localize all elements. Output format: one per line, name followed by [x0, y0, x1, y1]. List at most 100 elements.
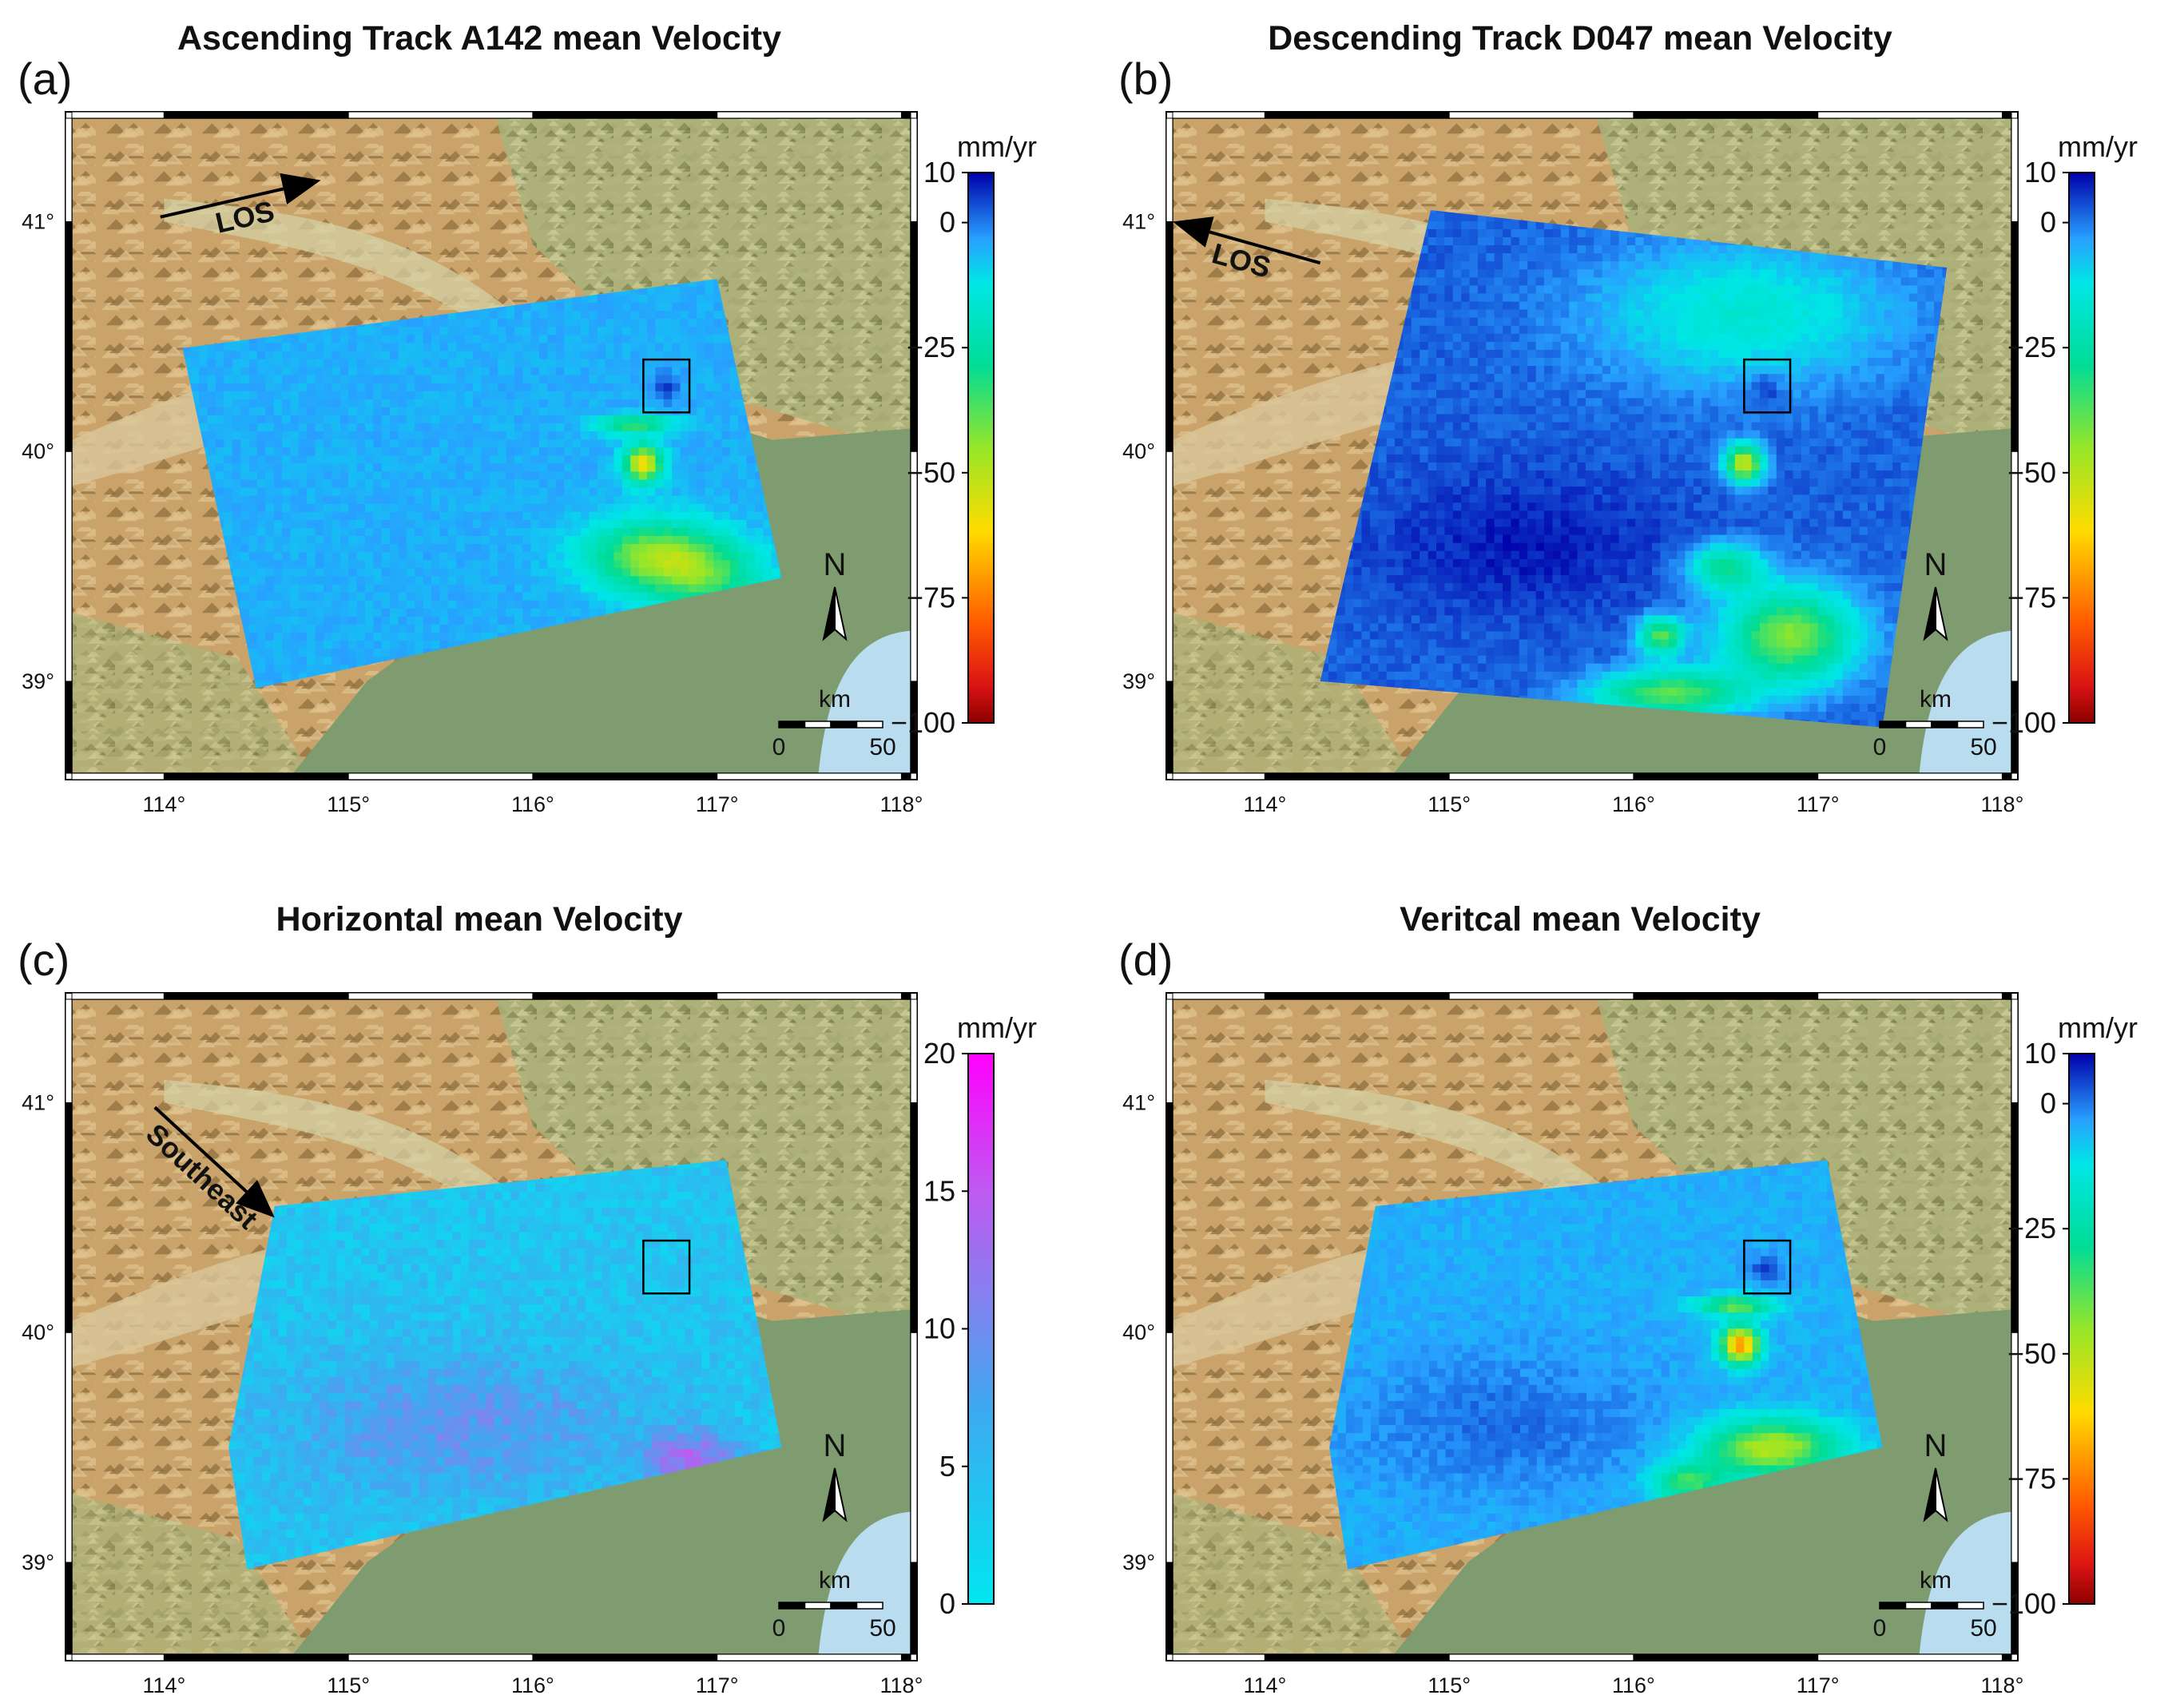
- colorbar-tick-label: 10: [2024, 1037, 2056, 1070]
- lat-tick-label: 41°: [22, 1090, 54, 1114]
- lon-tick-label: 114°: [142, 792, 185, 816]
- basemap: [1173, 118, 2011, 773]
- lat-tick-label: 41°: [1122, 209, 1155, 233]
- panel-label: (b): [1118, 54, 1173, 104]
- panel-title: Horizontal mean Velocity: [276, 900, 683, 939]
- reference-box: [642, 358, 691, 414]
- north-arrow: N: [822, 547, 848, 641]
- lon-tick-label: 116°: [511, 792, 554, 816]
- lon-tick-label: 115°: [1428, 1673, 1471, 1697]
- lon-tick-label: 114°: [1243, 1673, 1286, 1697]
- colorbar-tick-label: 15: [923, 1174, 955, 1207]
- lon-tick-label: 118°: [1981, 1673, 2024, 1697]
- lon-tick-label: 115°: [327, 1673, 370, 1697]
- colorbar-tick-label: 0: [2040, 1087, 2056, 1120]
- colorbar-tick-label: −75: [2007, 1462, 2056, 1495]
- velocity-field: [1320, 210, 1948, 728]
- southern-hills: [72, 612, 312, 773]
- panel-title: Veritcal mean Velocity: [1400, 900, 1761, 939]
- southern-hills: [72, 1493, 312, 1654]
- panel-d: Veritcal mean Velocity (d) 114° 115° 116° 117…: [1118, 900, 2138, 1697]
- arrow-head: [1173, 216, 1214, 248]
- north-arrow: N: [1923, 547, 1948, 641]
- scale-unit: km: [1920, 1567, 1952, 1594]
- valley-basin: [1265, 1079, 1615, 1218]
- lon-tick-label: 118°: [1981, 792, 2024, 816]
- lat-tick-label: 40°: [1122, 439, 1155, 463]
- lon-tick-label: 117°: [696, 1673, 739, 1697]
- arrow-head: [235, 1180, 275, 1218]
- scale-start: 0: [772, 734, 786, 760]
- colorbar-tick-label: −75: [2007, 581, 2056, 613]
- lat-tick-label: 39°: [1122, 669, 1155, 693]
- map-frame: [65, 111, 918, 780]
- colorbar-tick-label: −50: [907, 456, 955, 489]
- southern-hills: [1173, 1493, 1412, 1654]
- lon-tick-label: 115°: [327, 792, 370, 816]
- lon-tick-label: 118°: [880, 792, 923, 816]
- sea: [1919, 1511, 2011, 1654]
- colorbar-unit: mm/yr: [2058, 1011, 2138, 1044]
- panel-a: Ascending Track A142 mean Velocity (a) 114…: [18, 19, 1037, 816]
- colorbar-tick-label: 20: [923, 1037, 955, 1070]
- lon-tick-label: 117°: [1797, 1673, 1840, 1697]
- direction-arrow: LOS: [160, 173, 321, 240]
- scale-unit: km: [819, 686, 851, 713]
- north-label: N: [824, 1428, 847, 1463]
- colorbar-tick-label: −100: [891, 706, 955, 739]
- lon-tick-label: 117°: [696, 792, 739, 816]
- colorbar-ramp: [967, 172, 995, 724]
- colorbar-tick-label: −75: [907, 581, 955, 613]
- lon-tick-label: 115°: [1428, 792, 1471, 816]
- scale-end: 50: [1970, 734, 1996, 760]
- colorbar-tick-label: −50: [2007, 1337, 2056, 1370]
- lat-tick-label: 39°: [22, 1550, 54, 1574]
- scale-start: 0: [772, 1615, 786, 1641]
- lat-tick-label: 40°: [1122, 1320, 1155, 1344]
- colorbar-tick-label: 0: [939, 206, 955, 239]
- scale-bar: km 0 50: [1873, 686, 1997, 760]
- north-label: N: [824, 547, 847, 582]
- colorbar-tick-label: −25: [2007, 331, 2056, 363]
- north-arrow: N: [822, 1428, 848, 1522]
- colorbar-ramp: [2068, 172, 2095, 724]
- scale-unit: km: [819, 1567, 851, 1594]
- colorbar-tick-label: 0: [939, 1587, 955, 1620]
- colorbar-tick-label: 10: [2024, 156, 2056, 189]
- southern-hills: [1173, 612, 1412, 773]
- arrow-head: [280, 173, 321, 204]
- colorbar-ramp: [967, 1053, 995, 1605]
- valley-basin: [164, 198, 514, 337]
- lon-tick-label: 116°: [511, 1673, 554, 1697]
- reference-box: [642, 1239, 691, 1295]
- colorbar-tick-label: 10: [923, 156, 955, 189]
- lat-tick-label: 39°: [1122, 1550, 1155, 1574]
- valley-basin: [1265, 198, 1615, 337]
- velocity-field: [1329, 1160, 1883, 1570]
- colorbar-tick-label: 0: [2040, 206, 2056, 239]
- colorbar-tick-label: 10: [923, 1312, 955, 1345]
- north-label: N: [1924, 1428, 1948, 1463]
- panel-c: Horizontal mean Velocity (c) 114° 115° 116° 1…: [18, 900, 1037, 1697]
- north-label: N: [1924, 547, 1948, 582]
- colorbar-unit: mm/yr: [957, 1011, 1037, 1044]
- scale-start: 0: [1873, 734, 1887, 760]
- colorbar-tick-label: −25: [907, 331, 955, 363]
- sea: [1919, 630, 2011, 773]
- panel-title: Descending Track D047 mean Velocity: [1268, 19, 1892, 58]
- scale-bar: km 0 50: [772, 686, 896, 760]
- scale-end: 50: [1970, 1615, 1996, 1641]
- lon-tick-label: 116°: [1612, 1673, 1655, 1697]
- basemap: [1173, 999, 2011, 1654]
- panel-label: (d): [1118, 935, 1173, 985]
- panel-title: Ascending Track A142 mean Velocity: [177, 19, 781, 58]
- scale-end: 50: [869, 1615, 895, 1641]
- panel-b: Descending Track D047 mean Velocity (b) 11…: [1118, 19, 2138, 816]
- basemap: [72, 999, 911, 1654]
- colorbar-ramp: [2068, 1053, 2095, 1605]
- lon-tick-label: 116°: [1612, 792, 1655, 816]
